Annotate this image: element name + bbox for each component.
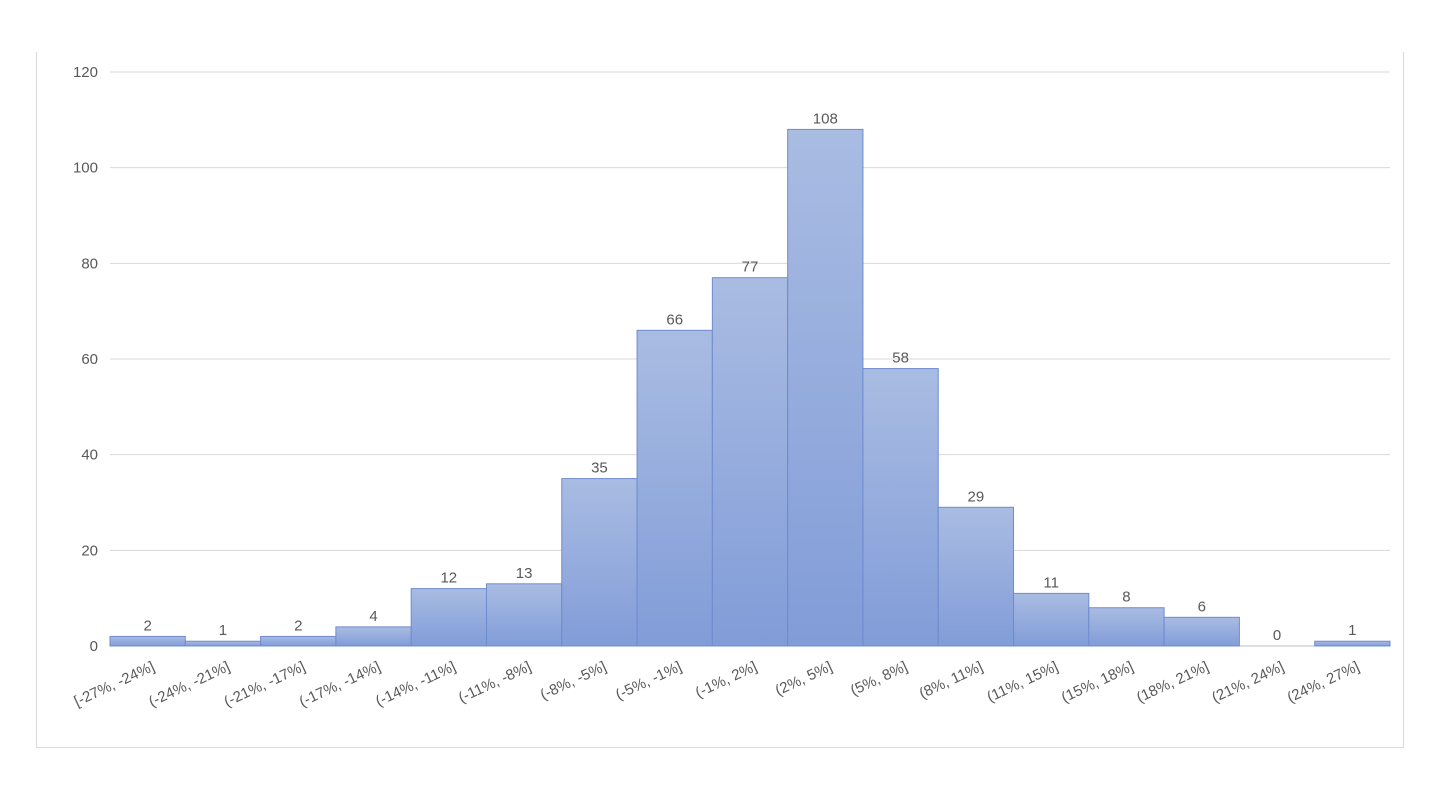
x-tick-label: (-14%, -11%] bbox=[373, 658, 459, 710]
bars bbox=[109, 128, 1391, 647]
histogram-bar bbox=[485, 583, 563, 647]
data-label: 108 bbox=[813, 110, 838, 127]
x-tick-label: (-24%, -21%] bbox=[146, 658, 233, 710]
histogram-bar bbox=[711, 277, 789, 647]
histogram-bar bbox=[1013, 592, 1090, 647]
data-label: 13 bbox=[516, 565, 533, 582]
histogram-bar bbox=[1163, 616, 1240, 647]
data-label: 12 bbox=[440, 570, 457, 587]
histogram-bar bbox=[1088, 607, 1165, 647]
x-tick-label: (24%, 27%] bbox=[1285, 658, 1362, 706]
data-label: 66 bbox=[666, 311, 683, 328]
y-tick-label: 0 bbox=[90, 638, 98, 655]
x-tick-label: (-21%, -17%] bbox=[221, 658, 308, 710]
y-tick-label: 20 bbox=[81, 542, 98, 559]
x-tick-label: (-1%, 2%] bbox=[693, 658, 760, 701]
data-label: 4 bbox=[369, 608, 377, 625]
histogram-bar bbox=[109, 635, 186, 647]
x-tick-label: (18%, 21%] bbox=[1134, 658, 1211, 706]
y-axis: 0 20 40 60 80 100 120 bbox=[73, 64, 98, 655]
x-tick-label: (-5%, -1%] bbox=[613, 658, 684, 703]
x-tick-label: [-27%, -24%] bbox=[72, 658, 158, 710]
histogram-bar bbox=[561, 478, 638, 647]
x-tick-label: (-11%, -8%] bbox=[456, 658, 534, 706]
chart-frame bbox=[36, 52, 1404, 748]
data-label: 8 bbox=[1122, 589, 1130, 606]
histogram-bar bbox=[937, 506, 1015, 647]
x-tick-label: (-17%, -14%] bbox=[297, 658, 384, 710]
y-tick-label: 80 bbox=[81, 255, 98, 272]
data-label: 1 bbox=[1348, 622, 1356, 639]
data-label: 2 bbox=[294, 617, 302, 634]
data-label: 11 bbox=[1043, 574, 1059, 591]
histogram-bar bbox=[335, 626, 412, 647]
x-tick-label: (21%, 24%] bbox=[1209, 658, 1286, 706]
y-tick-label: 40 bbox=[81, 447, 98, 464]
x-tick-label: (5%, 8%] bbox=[848, 658, 910, 699]
histogram-bar bbox=[410, 588, 487, 647]
histogram-bar bbox=[1314, 640, 1391, 647]
x-axis: [-27%, -24%](-24%, -21%](-21%, -17%](-17… bbox=[72, 658, 1362, 710]
data-label: 6 bbox=[1198, 598, 1206, 615]
y-tick-label: 60 bbox=[81, 351, 98, 368]
x-tick-label: (-8%, -5%] bbox=[538, 658, 609, 703]
data-label: 35 bbox=[591, 460, 608, 477]
data-label: 77 bbox=[742, 259, 759, 276]
histogram-bar bbox=[260, 635, 337, 647]
histogram-bar bbox=[636, 329, 713, 647]
y-tick-label: 100 bbox=[73, 160, 98, 177]
x-tick-label: (11%, 15%] bbox=[984, 658, 1060, 706]
data-label: 58 bbox=[892, 350, 909, 367]
x-tick-label: (15%, 18%] bbox=[1059, 658, 1136, 706]
histogram-bar bbox=[787, 128, 864, 647]
x-tick-label: (8%, 11%] bbox=[917, 658, 986, 702]
histogram-bar bbox=[862, 368, 939, 647]
data-label: 2 bbox=[143, 617, 151, 634]
y-tick-label: 120 bbox=[73, 64, 98, 81]
x-tick-label: (2%, 5%] bbox=[773, 658, 835, 699]
data-label: 0 bbox=[1273, 627, 1281, 644]
data-label: 29 bbox=[968, 488, 985, 505]
data-label: 1 bbox=[219, 622, 227, 639]
histogram-bar bbox=[184, 640, 262, 647]
